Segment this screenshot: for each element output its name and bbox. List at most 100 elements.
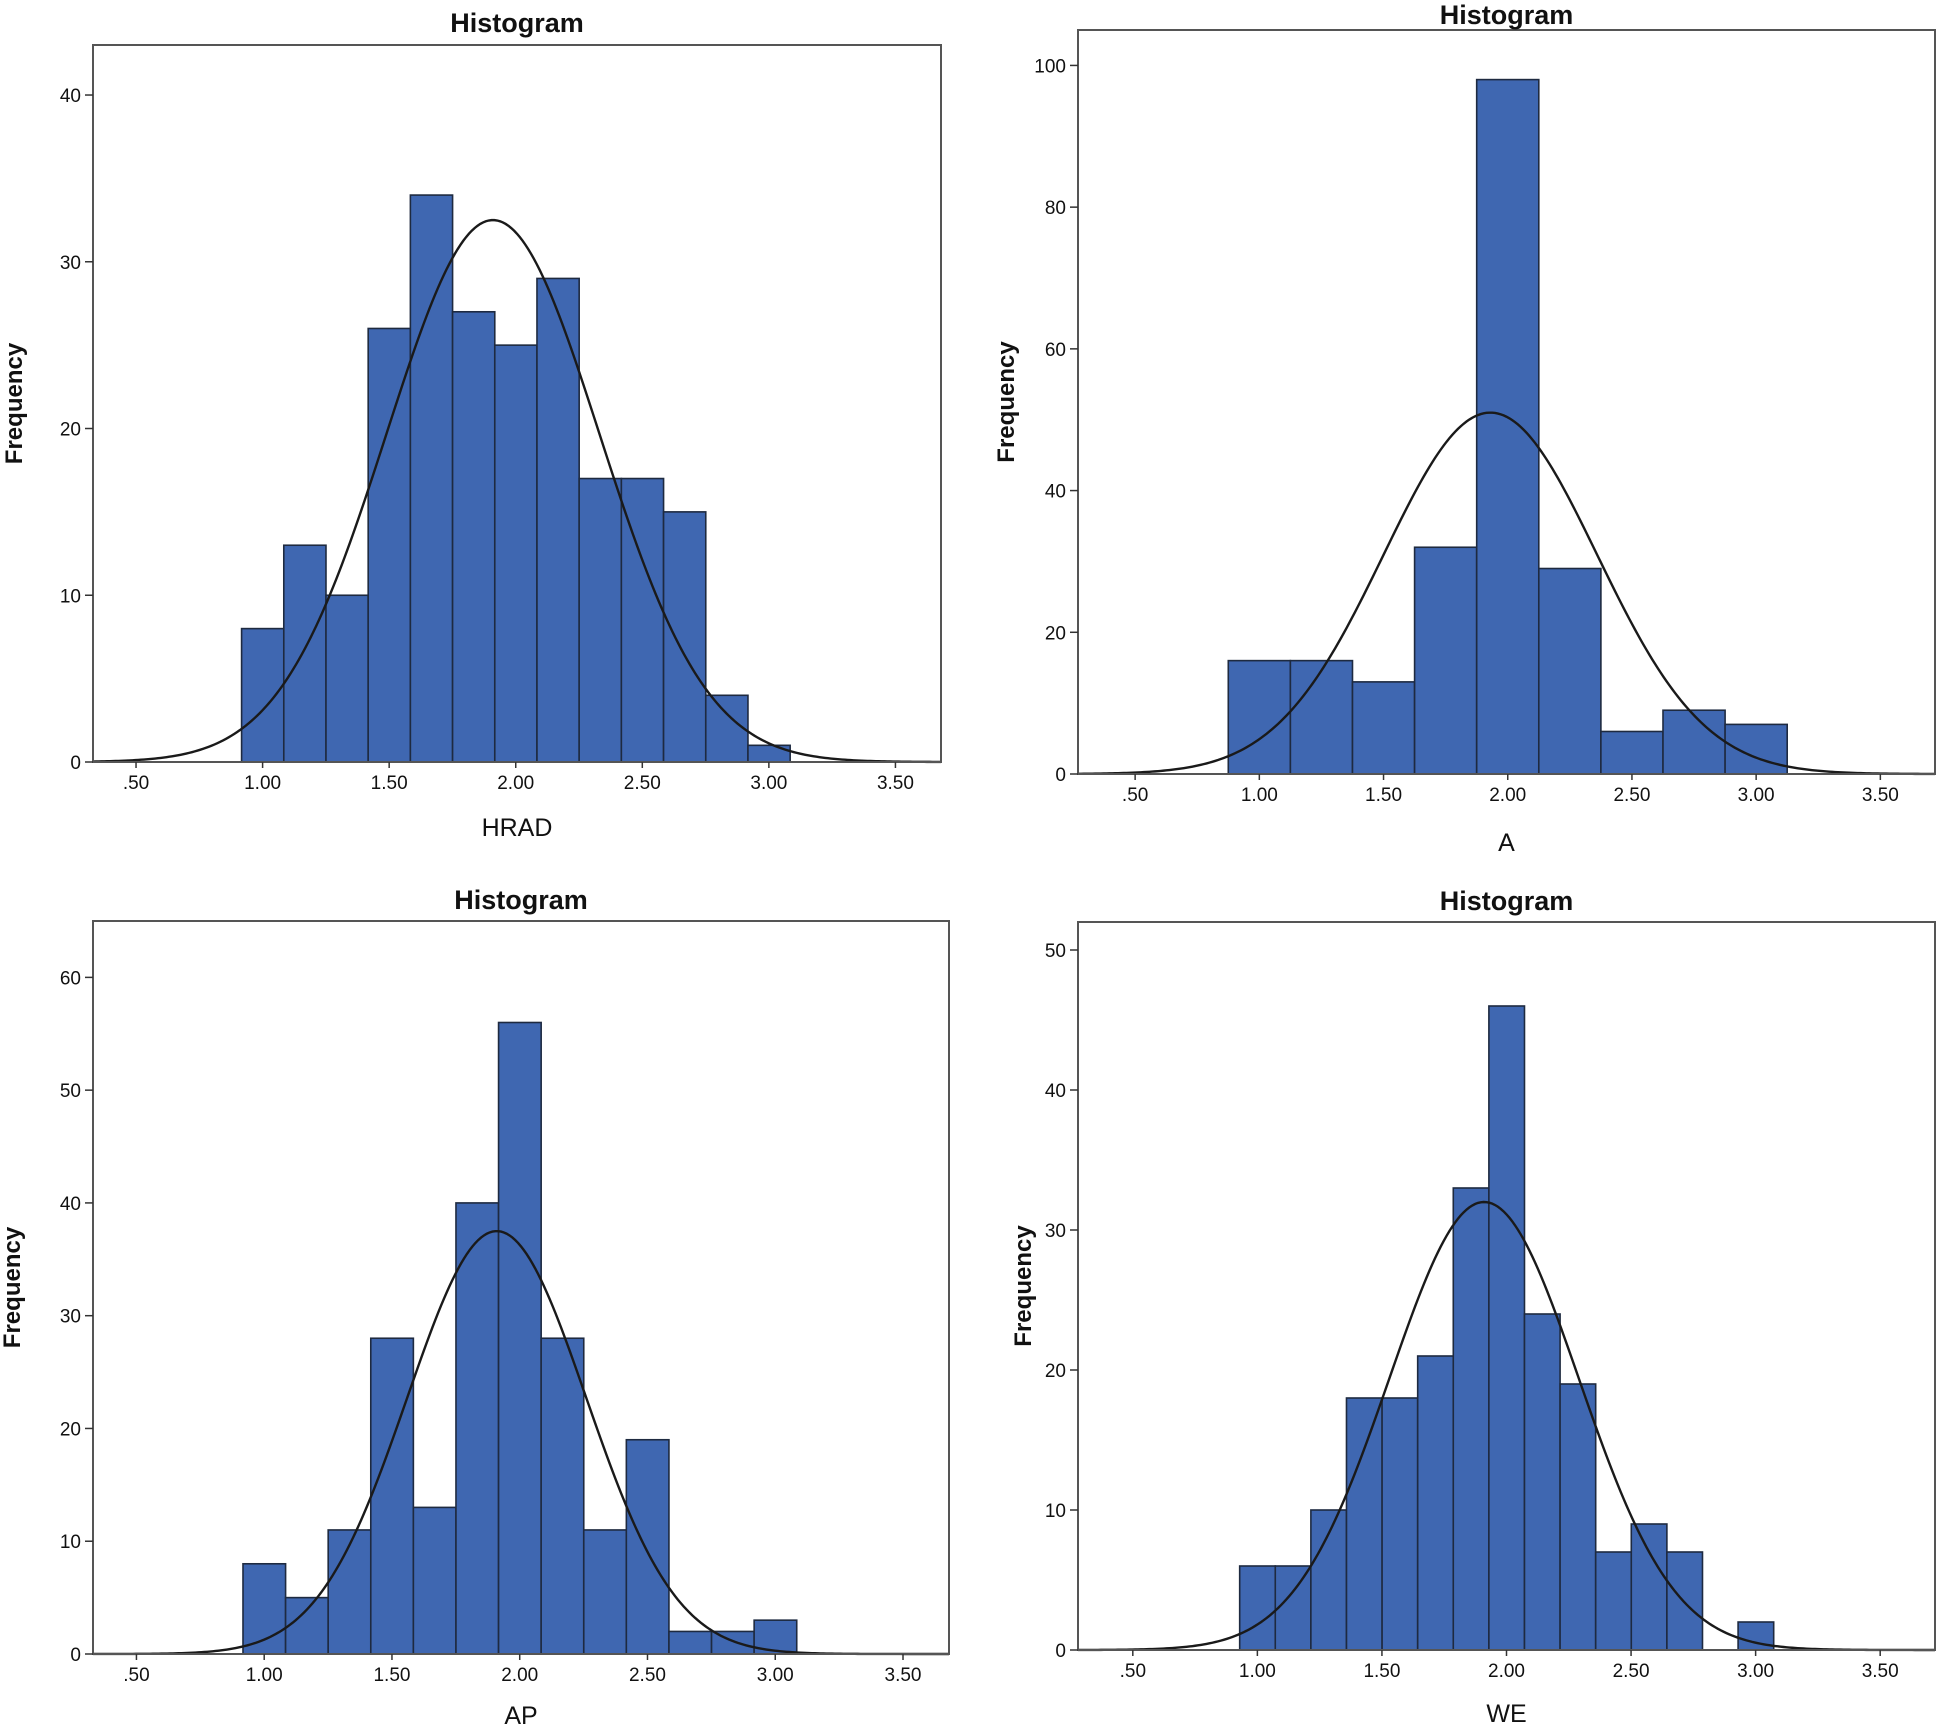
histogram-bar [284,1596,329,1655]
x-tick-label: 3.50 [1862,785,1899,806]
plot-frame [1077,29,1936,775]
histogram-bar [620,477,665,763]
y-tick-label: 40 [1045,482,1066,503]
chart-title: Histogram [454,885,588,915]
x-tick-label: .50 [123,773,149,794]
histogram-bar [325,594,369,763]
y-tick-label: 60 [60,968,81,989]
y-tick-label: 10 [60,586,81,607]
histogram-bar [1630,1523,1668,1651]
x-tick-label: .50 [1120,1661,1146,1682]
histogram-bar [578,477,623,763]
x-tick-label: 2.00 [1489,785,1526,806]
y-tick-label: 0 [1055,1641,1066,1662]
y-tick-label: 0 [1055,765,1066,786]
histogram-bar [282,544,327,763]
histogram-bar [1594,1551,1633,1651]
histogram-bar [662,511,707,763]
x-tick-label: 3.00 [1737,1661,1774,1682]
x-tick-label: 1.50 [373,1665,410,1686]
y-tick-label: 80 [1045,198,1066,219]
histogram-bar [1227,659,1292,775]
histogram-bar [1345,1397,1383,1651]
y-tick-label: 40 [60,86,81,107]
histogram-bar [497,1021,542,1655]
x-tick-label: 2.50 [624,773,661,794]
y-tick-label: 20 [1045,1361,1066,1382]
y-tick-label: 50 [60,1081,81,1102]
y-axis-label: Frequency [0,1226,26,1348]
x-tick-label: 3.50 [885,1665,922,1686]
y-axis-label: Frequency [1,342,28,464]
histogram-bar [1413,546,1478,775]
histogram-bar [1416,1355,1455,1651]
x-tick-label: .50 [123,1665,149,1686]
y-tick-label: 0 [70,1645,81,1666]
y-tick-label: 40 [1045,1081,1066,1102]
x-tick-label: 1.00 [244,773,281,794]
normal-curve [93,1229,949,1656]
histogram-bar [1600,730,1664,775]
histogram-bar [668,1630,713,1655]
histogram-bar [1381,1397,1419,1651]
y-tick-label: 30 [1045,1221,1066,1242]
x-tick-label: 1.00 [246,1665,283,1686]
y-tick-label: 60 [1045,340,1066,361]
histogram-bar [412,1506,457,1655]
x-tick-label: 2.00 [1488,1661,1525,1682]
y-tick-label: 30 [60,1307,81,1328]
y-axis-label: Frequency [993,341,1020,463]
histogram-bar [409,194,454,763]
histogram-bar [367,327,412,763]
x-tick-label: 1.50 [371,773,408,794]
x-tick-label: 2.50 [1613,785,1650,806]
x-tick-label: 2.00 [497,773,534,794]
y-tick-label: 20 [1045,623,1066,644]
histogram-bar [451,310,496,763]
x-axis-label: A [1498,829,1515,857]
y-tick-label: 10 [1045,1501,1066,1522]
histogram-bar [369,1337,415,1655]
y-tick-label: 50 [1045,941,1066,962]
chart-title: Histogram [450,8,584,38]
x-axis-label: AP [504,1702,537,1730]
y-axis-label: Frequency [1010,1225,1037,1347]
plot-frame [92,920,950,1655]
histogram-bar [327,1529,372,1655]
histogram-we: 0 10 20 30 40 50 .50 1.00 1.50 2.00 2.50 3.00 3.50 Hi… [1010,886,1936,1728]
x-tick-label: 2.00 [501,1665,538,1686]
x-tick-label: 2.50 [1613,1661,1650,1682]
chart-title: Histogram [1440,886,1574,916]
histogram-bar [1274,1565,1312,1651]
histogram-bar [1559,1383,1597,1651]
y-tick-label: 20 [60,1419,81,1440]
histogram-bar [704,694,749,763]
histogram-bar [1351,681,1416,775]
x-tick-label: 3.00 [757,1665,794,1686]
x-tick-label: 1.00 [1239,1661,1276,1682]
normal-curve [1078,1200,1935,1652]
normal-curve [1077,411,1936,776]
histogram-bar [455,1202,500,1655]
histogram-a: 0 20 40 60 80 100 .50 1.00 1.50 2.00 2.50 3.00 3.50 H… [993,0,1936,857]
plot-frame [92,44,942,763]
x-axis-label: WE [1486,1700,1526,1728]
y-tick-label: 0 [70,753,81,774]
y-tick-label: 100 [1034,56,1066,77]
histogram-bar [1537,567,1602,775]
x-tick-label: 3.50 [1862,1661,1899,1682]
x-tick-label: 1.50 [1365,785,1402,806]
histogram-bar [747,744,791,763]
histogram-bar [540,1337,585,1655]
histogram-bar [1310,1509,1348,1651]
histogram-bar [1289,659,1354,775]
normal-curve [92,218,941,764]
histogram-bar [1452,1187,1490,1651]
x-tick-label: .50 [1122,785,1148,806]
histogram-bar [582,1529,628,1655]
y-tick-label: 20 [60,420,81,441]
y-tick-label: 10 [60,1532,81,1553]
x-tick-label: 2.50 [629,1665,666,1686]
y-tick-label: 40 [60,1194,81,1215]
histogram-bar [1475,78,1540,775]
